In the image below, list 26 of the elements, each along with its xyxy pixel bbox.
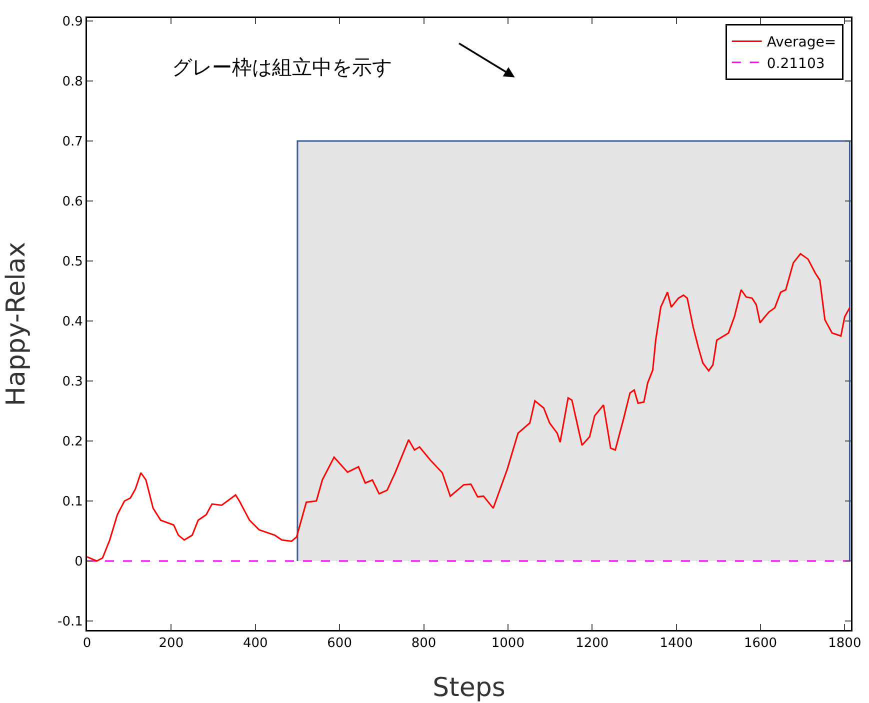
annotation: グレー枠は組立中を示す: [172, 55, 392, 79]
x-tick-label: 600: [327, 636, 352, 652]
x-axis-title: Steps: [432, 673, 506, 703]
line-series: [87, 253, 850, 562]
x-tick-label: 200: [158, 636, 184, 652]
y-tick-label: 0: [74, 554, 83, 570]
y-tick-label: 0.5: [62, 254, 83, 270]
x-tick-label: 1400: [660, 636, 693, 652]
x-tick-label: 400: [242, 636, 268, 652]
y-axis-title: Happy-Relax: [2, 242, 32, 406]
y-tick-label: 0.8: [62, 74, 83, 90]
y-tick-label: 0.7: [62, 134, 83, 150]
x-tick-label: 1800: [828, 636, 862, 652]
legend-label: 0.21103: [766, 56, 825, 72]
y-tick-label: 0.4: [62, 314, 83, 330]
y-tick-label: -0.1: [58, 614, 83, 630]
legend-label: Average=: [766, 34, 836, 51]
y-tick-label: 0.6: [62, 194, 83, 210]
x-tick-label: 1000: [491, 636, 524, 652]
y-tick-label: 0.3: [62, 374, 83, 390]
y-tick-label: 0.9: [62, 14, 83, 30]
y-tick-label: 0.1: [62, 494, 83, 510]
x-tick-label: 1200: [576, 636, 609, 652]
y-tick-label: 0.2: [62, 434, 83, 450]
x-tick-label: 800: [411, 636, 436, 652]
x-tick-label: 1600: [744, 636, 778, 652]
